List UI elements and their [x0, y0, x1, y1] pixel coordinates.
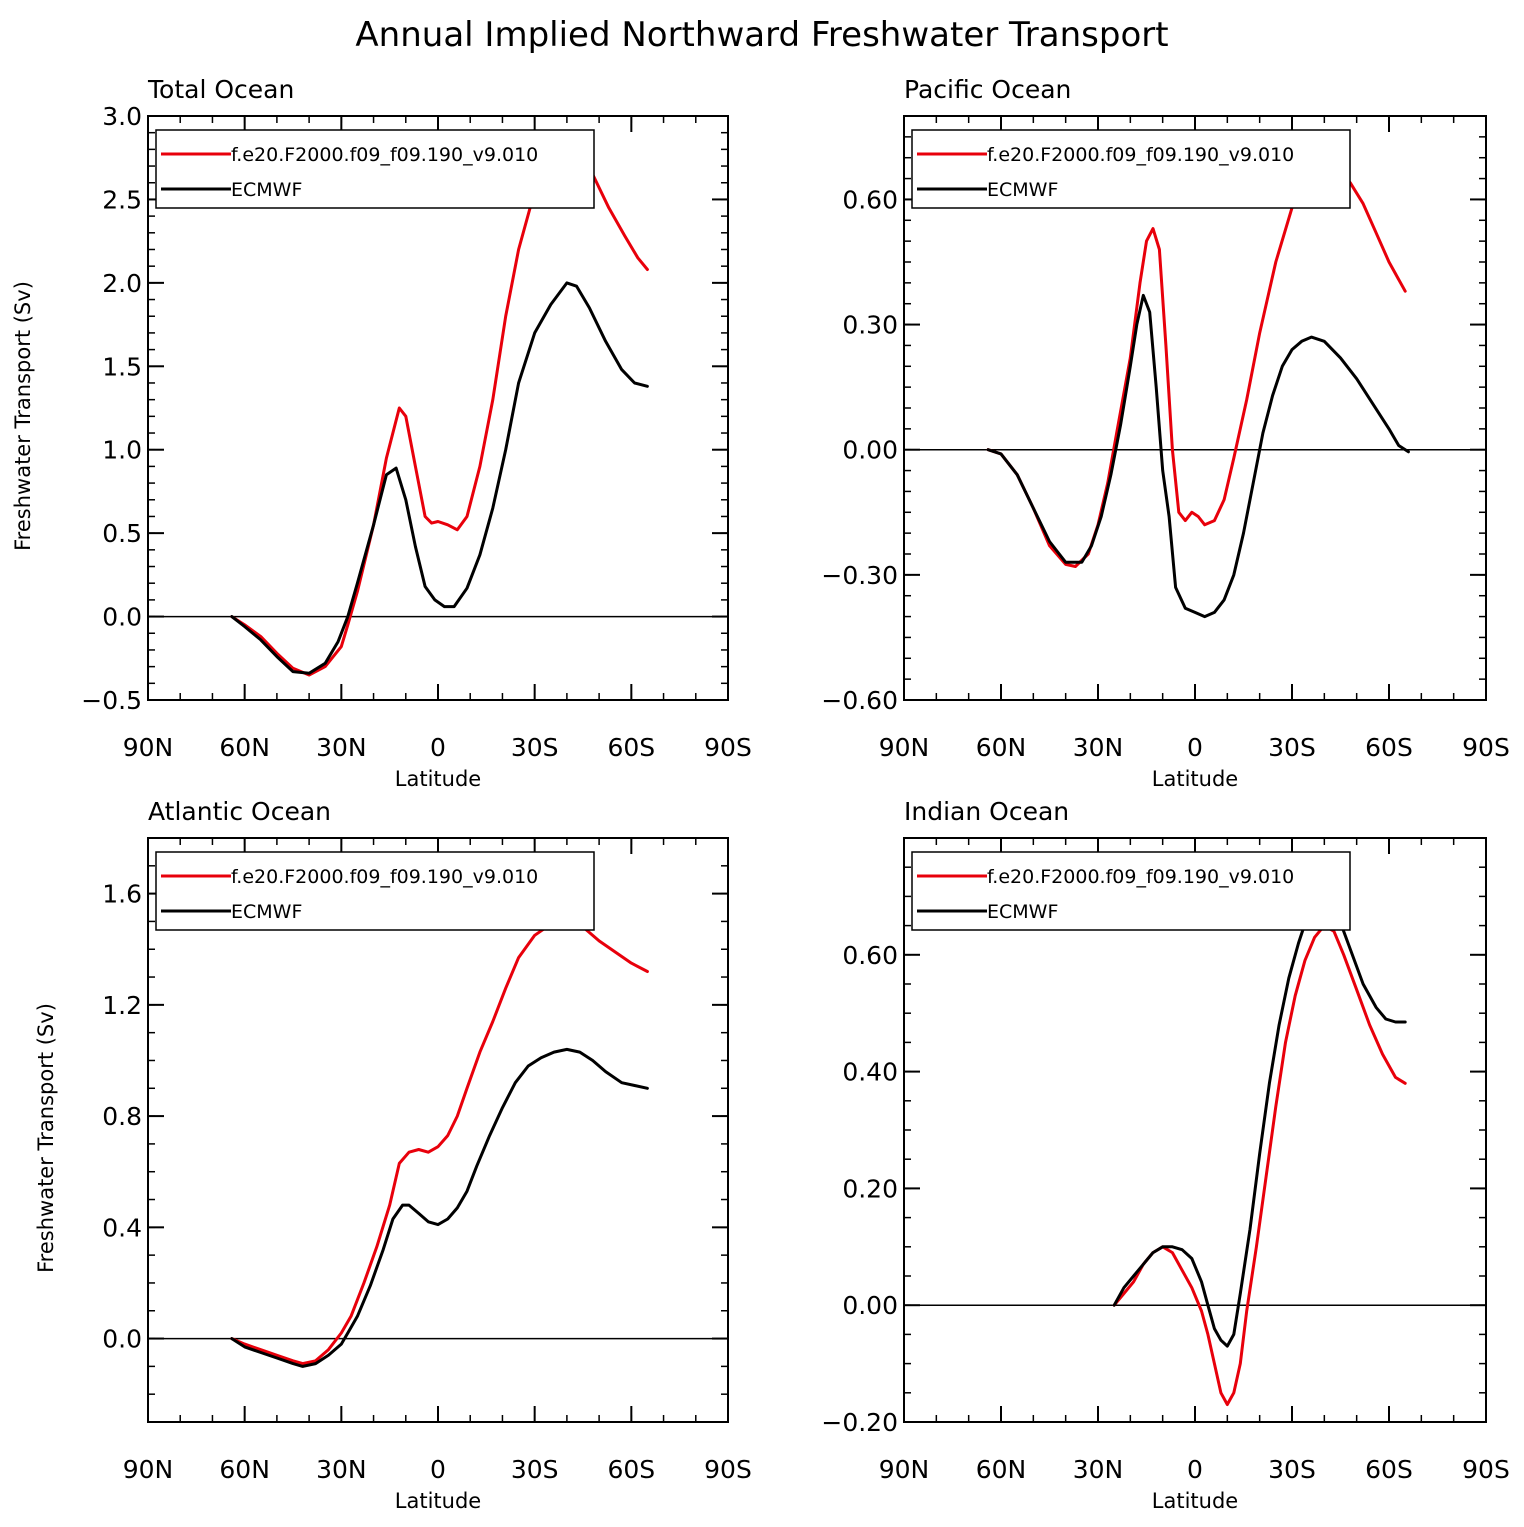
x-tick-label: 90N	[123, 733, 174, 762]
chart-panels: −0.5 0.0 0.5 1.0 1.5 2.0 2.5 3.0 90N 60N 30N 0 30S 60…	[11, 75, 1510, 1513]
x-tick-label: 30N	[316, 1455, 367, 1484]
y-tick-label: 2.0	[102, 269, 142, 298]
series-line-ecmwf	[986, 293, 1410, 619]
y-tick-label: 1.5	[102, 352, 142, 381]
figure-title: Annual Implied Northward Freshwater Tran…	[355, 15, 1168, 55]
y-tick-label: 0.00	[842, 436, 898, 465]
y-tick-label: 0.60	[842, 185, 898, 214]
x-tick-label: 60N	[219, 1455, 270, 1484]
legend-box	[155, 851, 595, 931]
legend-box	[911, 129, 1351, 209]
x-tick-label: 60N	[976, 733, 1027, 762]
chart-panel: −0.5 0.0 0.5 1.0 1.5 2.0 2.5 3.0 90N 60N 30N 0 30S 60…	[11, 75, 752, 791]
legend-box	[155, 129, 595, 209]
y-tick-label: −0.30	[821, 561, 898, 590]
legend-label: ECMWF	[231, 179, 302, 201]
x-tick-label: 60N	[976, 1455, 1027, 1484]
y-tick-label: 0.00	[842, 1291, 898, 1320]
series-line-model	[986, 164, 1407, 568]
y-tick-label: 1.2	[102, 991, 142, 1020]
x-tick-label: 0	[430, 733, 446, 762]
x-tick-label: 60N	[219, 733, 270, 762]
x-tick-label: 60S	[607, 1455, 655, 1484]
x-tick-label: 30N	[1073, 1455, 1124, 1484]
y-tick-label: 0.5	[102, 519, 142, 548]
y-tick-label: 0.60	[842, 941, 898, 970]
y-tick-label: 0.8	[102, 1102, 142, 1131]
series-line-model	[230, 142, 649, 677]
y-tick-label: 1.0	[102, 436, 142, 465]
series-line-ecmwf	[1112, 894, 1407, 1348]
y-tick-label: 0.40	[842, 1058, 898, 1087]
panel-title: Atlantic Ocean	[148, 797, 331, 826]
x-tick-label: 30N	[316, 733, 367, 762]
series-line-ecmwf	[230, 281, 649, 675]
x-tick-label: 60S	[1365, 1455, 1413, 1484]
y-tick-label: 1.6	[102, 880, 142, 909]
y-tick-label: 0.0	[102, 1325, 142, 1354]
x-tick-label: 30S	[1268, 1455, 1316, 1484]
panel-title: Indian Ocean	[904, 797, 1069, 826]
legend-box	[911, 851, 1351, 931]
x-tick-label: 30S	[511, 733, 559, 762]
series-line-ecmwf	[230, 1047, 649, 1368]
x-tick-label: 0	[1187, 733, 1203, 762]
x-tick-label: 0	[1187, 1455, 1203, 1484]
chart-panel: −0.20 0.00 0.20 0.40 0.60 90N 60N 30N 0 30S 60S 90S…	[821, 797, 1509, 1513]
x-tick-label: 30S	[1268, 733, 1316, 762]
x-tick-label: 90N	[123, 1455, 174, 1484]
panel-title: Total Ocean	[147, 75, 294, 104]
x-tick-label: 90N	[879, 1455, 930, 1484]
x-tick-label: 90S	[1462, 1455, 1510, 1484]
x-axis-label: Latitude	[395, 767, 481, 791]
legend-label: ECMWF	[987, 179, 1058, 201]
legend-label: f.e20.F2000.f09_f09.190_v9.010	[231, 144, 538, 166]
y-axis-label: Freshwater Transport (Sv)	[11, 281, 35, 551]
series-line-model	[230, 917, 649, 1366]
y-tick-label: −0.5	[81, 686, 142, 715]
panel-title: Pacific Ocean	[904, 75, 1071, 104]
y-tick-label: −0.60	[821, 686, 898, 715]
y-tick-label: 0.20	[842, 1174, 898, 1203]
x-tick-label: 30N	[1073, 733, 1124, 762]
legend-label: ECMWF	[987, 901, 1058, 923]
x-tick-label: 90S	[704, 1455, 752, 1484]
chart-panel: 0.0 0.4 0.8 1.2 1.6 90N 60N 30N 0 30S 60S 90S f.e20.…	[34, 797, 752, 1513]
legend-label: f.e20.F2000.f09_f09.190_v9.010	[987, 866, 1294, 888]
y-tick-label: −0.20	[821, 1408, 898, 1437]
x-tick-label: 90N	[879, 733, 930, 762]
legend-label: f.e20.F2000.f09_f09.190_v9.010	[231, 866, 538, 888]
legend-label: ECMWF	[231, 901, 302, 923]
x-tick-label: 60S	[1365, 733, 1413, 762]
x-tick-label: 0	[430, 1455, 446, 1484]
legend-label: f.e20.F2000.f09_f09.190_v9.010	[987, 144, 1294, 166]
x-tick-label: 90S	[1462, 733, 1510, 762]
y-tick-label: 2.5	[102, 185, 142, 214]
x-tick-label: 60S	[607, 733, 655, 762]
x-axis-label: Latitude	[1152, 767, 1238, 791]
chart-panel: −0.60 −0.30 0.00 0.30 0.60 90N 60N 30N 0 30S 60S 90…	[821, 75, 1509, 791]
y-tick-label: 0.4	[102, 1213, 142, 1242]
x-axis-label: Latitude	[395, 1489, 481, 1513]
x-tick-label: 90S	[704, 733, 752, 762]
y-tick-label: 0.30	[842, 311, 898, 340]
y-tick-label: 0.0	[102, 603, 142, 632]
x-axis-label: Latitude	[1152, 1489, 1238, 1513]
y-axis-label: Freshwater Transport (Sv)	[34, 1003, 58, 1273]
x-tick-label: 30S	[511, 1455, 559, 1484]
y-tick-label: 3.0	[102, 102, 142, 131]
